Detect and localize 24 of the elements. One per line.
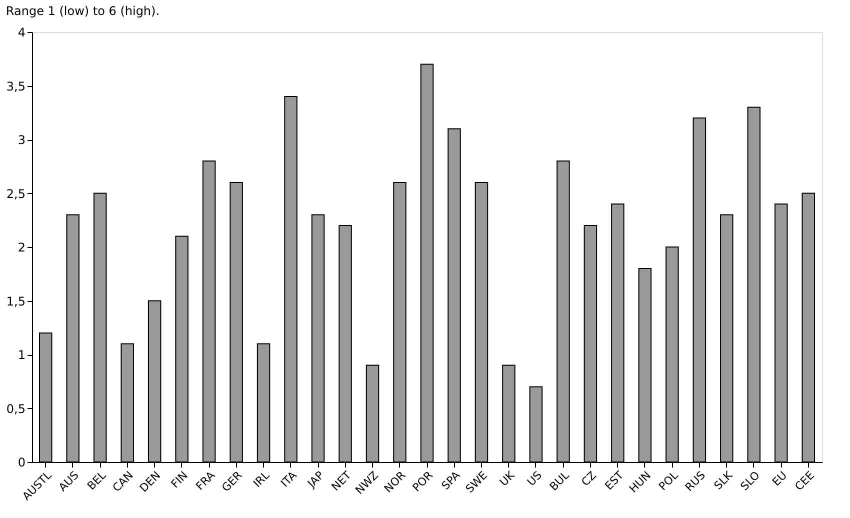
y-tick-label: 0: [18, 456, 26, 470]
y-tick-label: 3: [18, 133, 26, 147]
x-tick-label: CZ: [578, 468, 600, 489]
y-tick-label: 3,5: [6, 79, 26, 94]
x-tick-label: BEL: [84, 468, 110, 493]
x-tick-label: FRA: [193, 468, 218, 493]
x-tick-label: UK: [497, 468, 518, 489]
x-tick-label: EU: [770, 468, 790, 489]
x-tick-label: GER: [219, 468, 246, 494]
y-tick-label: 1: [18, 348, 26, 362]
x-tick-label: BUL: [547, 468, 572, 494]
y-tick-label: 1,5: [6, 294, 26, 308]
y-tick-label: 0,5: [6, 402, 26, 416]
x-tick-label: SPA: [439, 468, 464, 492]
y-tick-label: 4: [18, 26, 26, 40]
x-tick-label: US: [524, 468, 544, 489]
x-tick-label: SLO: [738, 468, 763, 494]
chart-title: Range 1 (low) to 6 (high).: [6, 4, 160, 18]
x-tick-label: ITA: [278, 468, 300, 490]
x-tick-label: POL: [656, 468, 682, 494]
y-tick-label: 2: [18, 240, 26, 254]
x-tick-label: FIN: [168, 468, 190, 491]
x-tick-label: IRL: [250, 468, 273, 490]
y-tick-label: 2,5: [6, 186, 26, 201]
